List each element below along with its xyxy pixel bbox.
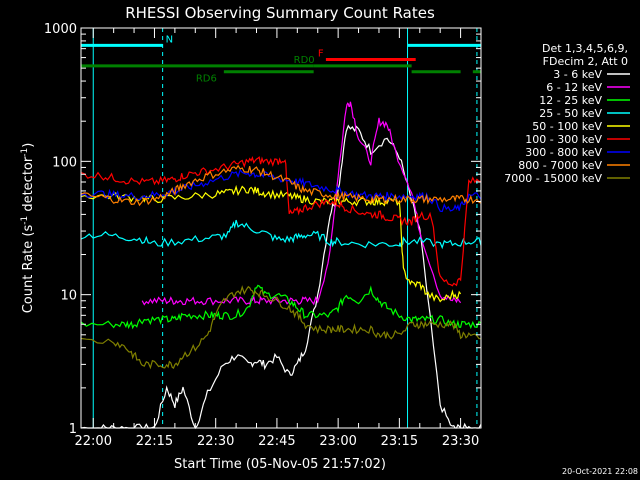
vertical-markers xyxy=(92,28,478,428)
legend-label-5: 100 - 300 keV xyxy=(525,133,602,146)
y-axis: 1 10 100 1000 xyxy=(44,22,481,437)
series-line-7 xyxy=(80,164,482,207)
legend-label-6: 300 - 800 keV xyxy=(525,146,602,159)
x-tick-label-4: 23:00 xyxy=(319,434,356,449)
legend-label-0: 3 - 6 keV xyxy=(553,68,602,81)
legend-label-7: 800 - 7000 keV xyxy=(518,159,602,172)
legend-header-0: Det 1,3,4,5,6,9, xyxy=(542,42,628,55)
plot-frame xyxy=(80,27,482,429)
x-tick-label-3: 22:45 xyxy=(258,434,295,449)
y-axis-label-main: Count Rate (s xyxy=(21,225,36,314)
x-tick-label-1: 22:15 xyxy=(136,434,173,449)
y-axis-label-mid: detector xyxy=(21,156,36,216)
x-tick-label-0: 22:00 xyxy=(75,434,112,449)
legend-label-3: 25 - 50 keV xyxy=(539,107,602,120)
series-line-8 xyxy=(80,285,482,370)
x-tick-label-2: 22:30 xyxy=(197,434,234,449)
chart-title: RHESSI Observing Summary Count Rates xyxy=(125,4,435,22)
legend: Det 1,3,4,5,6,9,FDecim 2, Att 03 - 6 keV… xyxy=(504,42,630,185)
series-line-2 xyxy=(80,284,482,330)
legend-header-1: FDecim 2, Att 0 xyxy=(543,55,628,68)
series-line-0 xyxy=(80,124,482,430)
timestamp: 20-Oct-2021 22:08 xyxy=(562,467,638,476)
legend-label-1: 6 - 12 keV xyxy=(546,81,602,94)
legend-label-2: 12 - 25 keV xyxy=(539,94,602,107)
legend-label-4: 50 - 100 keV xyxy=(532,120,602,133)
series-line-5 xyxy=(80,155,482,287)
series-line-4 xyxy=(80,184,462,303)
y-tick-label-2: 100 xyxy=(52,155,77,170)
y-axis-label-end: ) xyxy=(21,143,36,148)
legend-label-8: 7000 - 15000 keV xyxy=(504,172,602,185)
y-axis-label: Count Rate (s-1 detector-1) xyxy=(20,143,36,314)
annotation-label-2: RD0 xyxy=(294,55,315,66)
x-axis: 22:00 22:15 22:30 22:45 23:00 23:15 23:30 xyxy=(75,28,482,449)
y-tick-label-1: 10 xyxy=(60,289,77,304)
series-line-1 xyxy=(141,101,462,306)
annotation-label-1: F xyxy=(318,49,324,60)
x-axis-label: Start Time (05-Nov-05 21:57:02) xyxy=(174,457,386,472)
y-tick-label-0: 1 xyxy=(69,422,77,437)
annotation-label-3: RD6 xyxy=(196,74,217,85)
y-tick-label-3: 1000 xyxy=(44,22,77,37)
series-group xyxy=(80,101,482,430)
y-axis-label-sup2: -1 xyxy=(20,148,30,157)
series-line-3 xyxy=(80,219,482,250)
x-tick-label-6: 23:30 xyxy=(442,434,479,449)
y-axis-label-sup1: -1 xyxy=(20,216,30,225)
x-tick-label-5: 23:15 xyxy=(381,434,418,449)
annotation-label-0: N xyxy=(166,34,173,45)
